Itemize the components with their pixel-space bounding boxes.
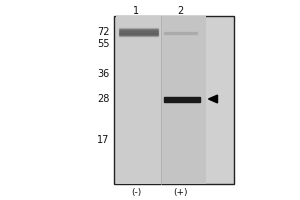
Bar: [118, 35, 158, 36]
Bar: [118, 34, 158, 35]
Text: 1: 1: [134, 6, 140, 16]
Bar: [118, 29, 158, 30]
Text: 2: 2: [177, 6, 183, 16]
Bar: [160, 16, 206, 184]
Bar: [116, 16, 160, 184]
Bar: [118, 32, 158, 33]
Polygon shape: [208, 95, 217, 103]
Bar: [164, 97, 200, 102]
Bar: [118, 31, 158, 32]
Text: 55: 55: [97, 39, 110, 49]
Bar: [118, 33, 158, 34]
Bar: [114, 16, 234, 184]
Bar: [118, 30, 158, 31]
Text: 17: 17: [97, 135, 110, 145]
Text: (-): (-): [131, 188, 142, 198]
Text: (+): (+): [173, 188, 187, 198]
Text: 28: 28: [97, 94, 110, 104]
Text: 72: 72: [97, 27, 110, 37]
Bar: [164, 32, 196, 34]
Text: 36: 36: [97, 69, 110, 79]
